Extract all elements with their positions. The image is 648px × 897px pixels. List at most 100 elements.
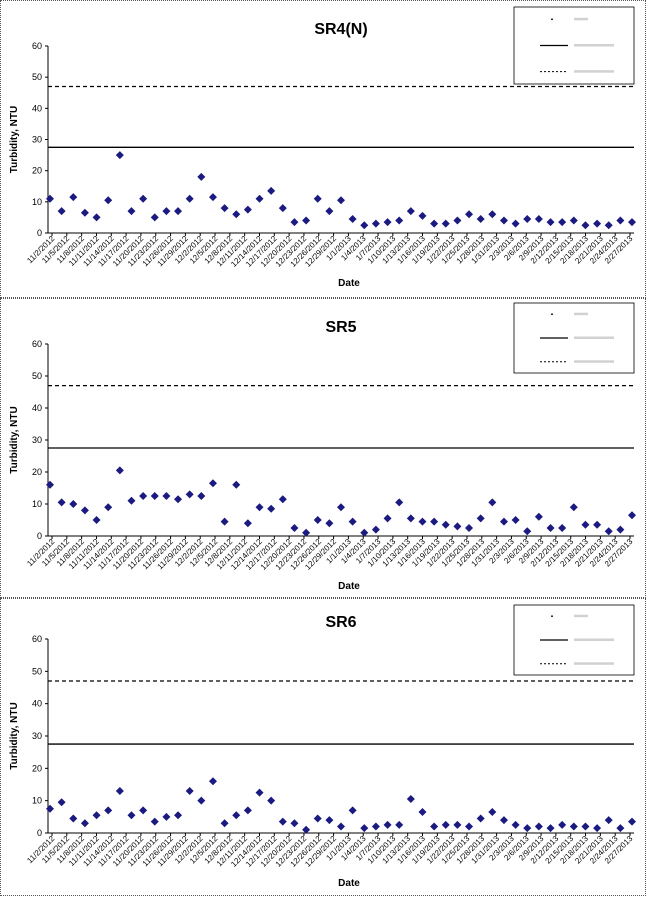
data-point: [488, 498, 497, 507]
data-point: [430, 517, 439, 526]
data-point: [208, 193, 217, 202]
legend-entry-label: [574, 614, 588, 618]
data-point: [453, 522, 462, 531]
data-point: [616, 216, 625, 225]
legend-entry-label: [574, 70, 614, 73]
data-point: [313, 814, 322, 823]
data-point: [348, 517, 357, 526]
data-point: [616, 824, 625, 833]
data-point: [371, 525, 380, 534]
legend-marker-swatch: [551, 313, 553, 316]
data-point: [534, 822, 543, 831]
data-point: [465, 524, 474, 532]
legend-box: [513, 6, 635, 85]
data-point: [476, 514, 485, 523]
data-point: [337, 822, 345, 831]
data-point: [162, 812, 171, 821]
data-point: [80, 506, 89, 515]
data-point: [360, 528, 369, 537]
data-point: [383, 514, 392, 523]
data-point: [302, 825, 311, 834]
legend-entry-label: [574, 44, 614, 47]
data-point: [243, 205, 252, 214]
legend-entry-label: [574, 17, 588, 21]
legend-box: [513, 302, 635, 374]
y-tick-label: 10: [32, 197, 42, 207]
data-point: [476, 214, 485, 223]
data-point: [546, 218, 555, 227]
data-point: [278, 204, 287, 213]
data-point: [255, 503, 264, 512]
data-point: [243, 519, 252, 528]
data-point: [628, 218, 636, 227]
data-point: [453, 216, 462, 225]
data-point: [302, 216, 311, 225]
data-point: [313, 516, 322, 524]
data-point: [115, 786, 124, 795]
data-point: [604, 221, 613, 230]
data-point: [337, 503, 345, 512]
data-point: [220, 819, 229, 828]
data-point: [441, 219, 450, 228]
data-point: [92, 213, 101, 222]
y-tick-label: 60: [32, 634, 42, 644]
legend-marker-swatch: [551, 615, 553, 618]
data-point: [616, 525, 625, 534]
data-point: [593, 520, 602, 529]
chart-title: SR4(N): [314, 21, 367, 38]
data-point: [232, 210, 241, 219]
data-point: [383, 820, 392, 829]
data-point: [418, 517, 427, 526]
chart-title: SR5: [325, 319, 356, 336]
data-point: [267, 796, 276, 805]
data-point: [499, 517, 508, 526]
data-point: [104, 196, 113, 205]
data-point: [278, 817, 287, 826]
data-point: [185, 786, 194, 795]
data-point: [174, 207, 183, 216]
data-point: [488, 807, 497, 816]
x-axis-title: Date: [338, 581, 360, 592]
data-point: [383, 218, 392, 227]
data-point: [150, 213, 159, 222]
data-point: [220, 204, 229, 213]
y-axis-title: Turbidity, NTU: [9, 406, 20, 473]
data-point: [104, 503, 113, 512]
chart-panel-sr6: SR6 0 10 20 30 40 50 60 Turbidity, NTU 11/2/2012 1…: [0, 598, 646, 896]
data-point: [628, 511, 636, 520]
data-point: [499, 216, 508, 225]
data-point: [208, 777, 217, 786]
data-point: [465, 210, 474, 219]
data-point: [46, 480, 54, 489]
data-point: [348, 214, 357, 223]
data-point: [139, 194, 148, 203]
data-point: [139, 492, 148, 500]
data-point: [581, 520, 590, 529]
data-point: [290, 218, 299, 227]
data-point: [197, 172, 206, 181]
data-point: [406, 207, 415, 216]
data-point: [360, 221, 369, 230]
data-point: [523, 527, 532, 536]
data-point: [57, 498, 66, 507]
data-point: [430, 822, 439, 831]
data-point: [453, 820, 462, 829]
data-point: [267, 504, 276, 513]
data-point: [546, 524, 555, 532]
data-point: [628, 817, 636, 826]
data-point: [127, 811, 136, 820]
y-tick-label: 30: [32, 731, 42, 741]
chart-panel-sr4n: SR4(N) 0 10 20 30 40 50 60 Turbidity, NTU 11/2/20…: [0, 0, 646, 298]
data-point: [406, 795, 415, 804]
data-point: [69, 500, 78, 508]
y-tick-label: 20: [32, 467, 42, 477]
data-point: [371, 219, 380, 228]
data-point: [208, 479, 217, 488]
legend-entry-label: [574, 638, 614, 641]
data-point: [255, 194, 264, 203]
data-point: [476, 814, 485, 823]
data-point: [313, 194, 322, 203]
data-point: [139, 806, 148, 815]
y-tick-label: 30: [32, 435, 42, 445]
